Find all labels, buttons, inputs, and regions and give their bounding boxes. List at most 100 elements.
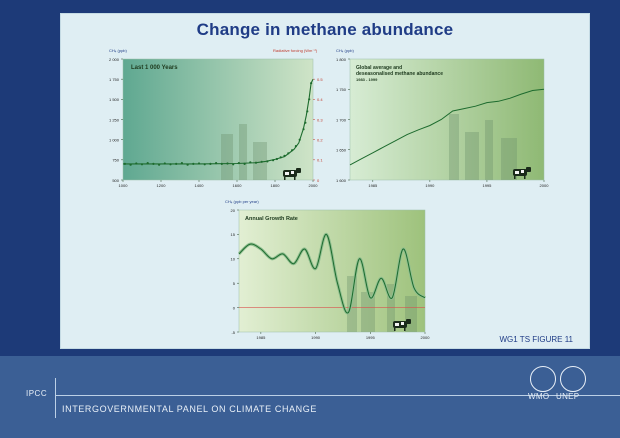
wmo-logo-icon bbox=[530, 366, 556, 392]
y-tick-label: -5 bbox=[231, 330, 235, 335]
footer: IPCC INTERGOVERNMENTAL PANEL ON CLIMATE … bbox=[0, 356, 620, 438]
figure-label: WG1 TS FIGURE 11 bbox=[499, 335, 574, 344]
cow-icon bbox=[513, 167, 531, 179]
x-tick-label: 1990 bbox=[311, 335, 321, 340]
chart-annual-growth: -5 0 5 10 15 20 1985 1990 1995 2000 CH₄ (ppb per y… bbox=[225, 199, 430, 340]
data-point bbox=[279, 156, 282, 159]
x-tick-label: 1985 bbox=[256, 335, 266, 340]
chart-title: Global average and bbox=[356, 65, 402, 71]
ipcc-label: IPCC bbox=[26, 389, 48, 398]
x-tick-label: 1985 bbox=[368, 183, 378, 188]
x-tick-label: 1400 bbox=[195, 183, 205, 188]
x-tick-label: 1600 bbox=[233, 183, 243, 188]
data-point bbox=[203, 163, 206, 166]
x-tick-label: 1800 bbox=[271, 183, 281, 188]
data-point bbox=[220, 162, 223, 165]
unep-logo-icon bbox=[560, 366, 586, 392]
ipcc-full-name: INTERGOVERNMENTAL PANEL ON CLIMATE CHANG… bbox=[62, 404, 317, 414]
data-point bbox=[163, 162, 166, 165]
y-tick-label: 20 bbox=[231, 208, 236, 213]
chart1-bg bbox=[122, 58, 314, 181]
x-tick-label: 2000 bbox=[309, 183, 319, 188]
y-tick-label: 1 750 bbox=[109, 77, 120, 82]
y-tick-label: 0 bbox=[233, 305, 236, 310]
footer-divider-horizontal bbox=[55, 395, 620, 396]
cow-icon bbox=[393, 319, 411, 331]
series-line bbox=[349, 88, 545, 166]
data-point bbox=[197, 162, 201, 165]
y-tick-label: 1 500 bbox=[109, 97, 120, 102]
data-point bbox=[180, 162, 183, 165]
y-tick-label: 1 600 bbox=[336, 178, 347, 183]
y-tick-label: 10 bbox=[231, 257, 236, 262]
data-point bbox=[260, 160, 263, 163]
data-point bbox=[243, 162, 246, 165]
y2-tick-label: 0.3 bbox=[317, 117, 323, 122]
data-point bbox=[140, 163, 144, 166]
x-tick-label: 1995 bbox=[366, 335, 376, 340]
data-point bbox=[275, 157, 278, 161]
data-point bbox=[175, 162, 178, 165]
y2-tick-label: 0.5 bbox=[317, 77, 323, 82]
y-tick-label: 500 bbox=[112, 178, 119, 183]
data-point bbox=[237, 162, 240, 165]
y-axis-label: CH₄ (ppb) bbox=[109, 48, 128, 53]
y-tick-label: 1 750 bbox=[336, 87, 347, 92]
x-tick-label: 1200 bbox=[157, 183, 167, 188]
data-point bbox=[283, 154, 286, 157]
data-point bbox=[254, 161, 258, 164]
chart-global-average: 1 600 1 650 1 700 1 750 1 800 1985 1990 1995 200… bbox=[336, 48, 549, 188]
chart2-bg bbox=[349, 58, 545, 181]
unep-label: UNEP bbox=[556, 392, 580, 401]
slide-title: Change in methane abundance bbox=[196, 20, 454, 39]
y2-tick-label: 0.2 bbox=[317, 137, 323, 142]
data-point bbox=[304, 121, 307, 124]
x-tick-label: 2000 bbox=[540, 183, 550, 188]
figure-panel: Change in methane abundance bbox=[60, 13, 590, 349]
x-tick-label: 1000 bbox=[119, 183, 129, 188]
data-point bbox=[129, 163, 132, 166]
y-tick-label: 1 700 bbox=[336, 117, 347, 122]
data-point bbox=[123, 162, 126, 165]
data-point bbox=[146, 162, 149, 165]
chart3-bg bbox=[238, 209, 426, 333]
y-tick-label: 15 bbox=[231, 232, 236, 237]
y-tick-label: 1 800 bbox=[336, 57, 347, 62]
data-point bbox=[294, 145, 297, 148]
y2-tick-label: 0.4 bbox=[317, 97, 323, 102]
data-point bbox=[232, 163, 235, 166]
data-point bbox=[215, 162, 218, 165]
chart-title: deseasonalised methane abundance bbox=[356, 71, 443, 77]
chart-subtitle: 1983 - 1999 bbox=[356, 77, 378, 82]
data-point bbox=[192, 162, 195, 165]
y-tick-label: 2 000 bbox=[109, 57, 120, 62]
y2-tick-label: 0 bbox=[317, 178, 320, 183]
y2-tick-label: 0.1 bbox=[317, 158, 323, 163]
data-point bbox=[249, 161, 252, 164]
data-point bbox=[287, 152, 290, 155]
data-point bbox=[302, 128, 305, 131]
y-tick-label: 750 bbox=[112, 158, 119, 163]
data-point bbox=[298, 138, 301, 141]
data-point bbox=[152, 162, 155, 165]
data-point bbox=[158, 163, 161, 166]
x-tick-label: 2000 bbox=[421, 335, 431, 340]
wmo-label: WMO bbox=[528, 392, 550, 401]
data-point bbox=[266, 160, 269, 163]
y-axis-label: CH₄ (ppb per year) bbox=[225, 199, 259, 204]
chart-title: Last 1 000 Years bbox=[131, 65, 178, 71]
data-point bbox=[310, 82, 313, 85]
cow-icon bbox=[283, 168, 301, 180]
data-point bbox=[169, 163, 172, 166]
data-point bbox=[306, 110, 309, 113]
x-tick-label: 1990 bbox=[425, 183, 435, 188]
y2-axis-label: Radiative forcing (Wm⁻²) bbox=[273, 48, 318, 53]
x-tick-label: 1995 bbox=[482, 183, 492, 188]
y-axis-label: CH₄ (ppb) bbox=[336, 48, 355, 53]
y-tick-label: 1 000 bbox=[109, 137, 120, 142]
data-point bbox=[308, 98, 311, 101]
y-tick-label: 5 bbox=[233, 281, 236, 286]
